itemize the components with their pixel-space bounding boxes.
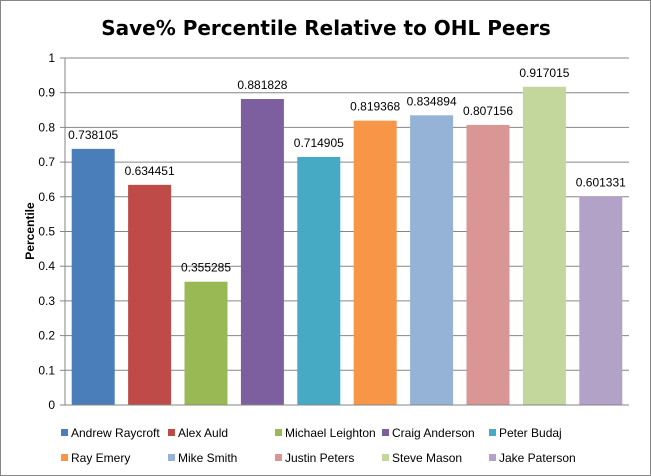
legend-swatch [275,429,282,436]
data-label: 0.738105 [68,128,118,142]
y-tick-label: 0.4 [38,259,55,273]
y-tick-label: 0.8 [38,120,55,134]
data-label: 0.917015 [519,66,569,80]
bar [466,124,510,405]
y-tick-label: 1 [48,51,55,65]
legend-swatch [489,454,496,461]
legend-swatch [382,454,389,461]
data-label: 0.834894 [407,94,457,108]
legend-label: Steve Mason [392,451,462,465]
legend-swatch [489,429,496,436]
legend-label: Ray Emery [71,451,130,465]
y-tick-label: 0.1 [38,363,55,377]
legend-swatch [61,429,68,436]
data-label: 0.881828 [237,78,287,92]
y-tick-label: 0 [48,398,55,412]
legend-label: Andrew Raycroft [71,426,160,440]
bar [579,196,623,405]
bar [71,148,115,405]
bar [297,156,341,405]
legend-swatch [275,454,282,461]
data-label: 0.714905 [294,136,344,150]
chart-title: Save% Percentile Relative to OHL Peers [101,16,551,40]
legend-swatch [61,454,68,461]
legend-label: Mike Smith [178,451,237,465]
legend: Andrew Raycroft Alex Auld Michael Leighton… [61,426,576,465]
bar [353,120,397,405]
legend-label: Michael Leighton [285,426,376,440]
axes [64,58,629,406]
legend-swatch [168,429,175,436]
legend-label: Peter Budaj [499,426,562,440]
legend-label: Alex Auld [178,426,228,440]
bar [184,281,228,405]
data-label: 0.601331 [576,175,626,189]
y-tick-label: 0.2 [38,329,55,343]
y-axis-label: Percentile [23,202,37,260]
legend-label: Jake Paterson [499,451,576,465]
legend-swatch [382,429,389,436]
bar [410,115,454,405]
data-label: 0.634451 [125,164,175,178]
y-tick-label: 0.6 [38,190,55,204]
data-labels: 0.738105 0.634451 0.355285 0.881828 0.714905… [68,66,626,275]
y-tick-label: 0.3 [38,294,55,308]
data-label: 0.819368 [350,100,400,114]
bar [522,86,566,406]
bar [128,184,172,405]
bars [71,86,623,406]
data-label: 0.807156 [463,104,513,118]
y-tick-label: 0.5 [38,225,55,239]
legend-swatch [168,454,175,461]
y-axis-ticks: 0 0.1 0.2 0.3 0.4 0.5 0.6 0.7 0.8 0.9 1 [38,51,65,412]
bar [240,99,284,406]
legend-label: Craig Anderson [392,426,475,440]
y-tick-label: 0.9 [38,86,55,100]
data-label: 0.355285 [181,261,231,275]
legend-label: Justin Peters [285,451,354,465]
y-tick-label: 0.7 [38,155,55,169]
